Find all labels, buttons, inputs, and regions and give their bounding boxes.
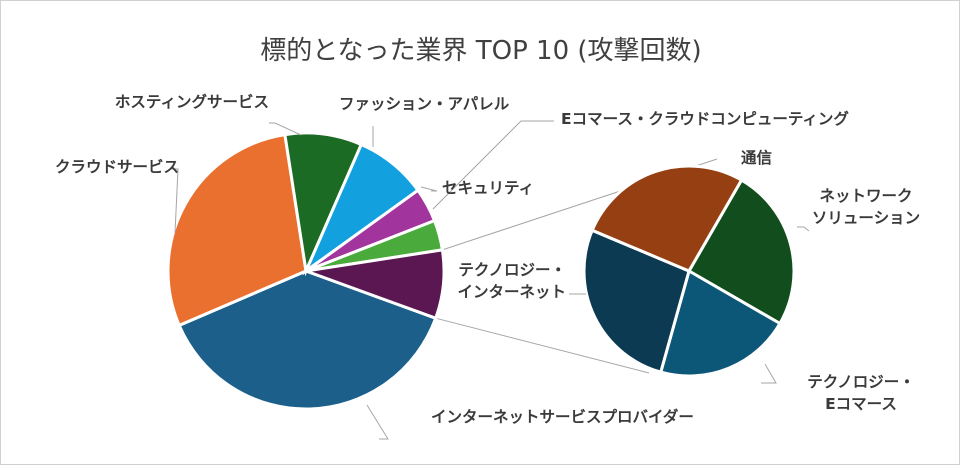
label-leader-line [797,226,810,232]
main-pie-slice [166,132,308,328]
slice-label: インターネットサービスプロバイダー [431,407,694,426]
secondary-pie-slice [658,268,782,378]
label-leader-line [432,120,554,210]
main-pie [166,131,446,411]
main-pie-slice [177,269,438,411]
slice-label: ファッション・アパレル [339,95,510,113]
label-leader-line [269,122,302,136]
slice-label: ネットワークソリューション [812,187,920,227]
slice-label: テクノロジー・インターネット [457,261,566,301]
chart-title: 標的となった業界 TOP 10 (攻撃回数) [260,36,701,66]
secondary-pie-slice [582,228,691,374]
slice-label: 通信 [741,148,772,167]
connector-line [435,317,650,374]
slice-label: Eコマース・クラウドコンピューティング [561,109,849,128]
slice-label: テクノロジー・ Eコマース [807,373,915,413]
secondary-pie [582,164,796,378]
label-leader-line [761,363,777,384]
secondary-pie-slice [590,164,744,273]
slice-label: ホスティングサービス [115,92,269,111]
main-pie-slice [305,248,446,321]
data-labels: インターネットサービスプロバイダー クラウドサービス ホスティングサービス ファッショ… [55,92,920,426]
slice-label: セキュリティ [442,179,534,197]
label-leader-line [420,186,438,192]
label-leader-line [171,168,179,234]
slice-label: クラウドサービス [55,158,179,176]
leader-lines [171,120,810,440]
label-leader-line [366,404,389,440]
secondary-pie-slice [686,178,796,326]
